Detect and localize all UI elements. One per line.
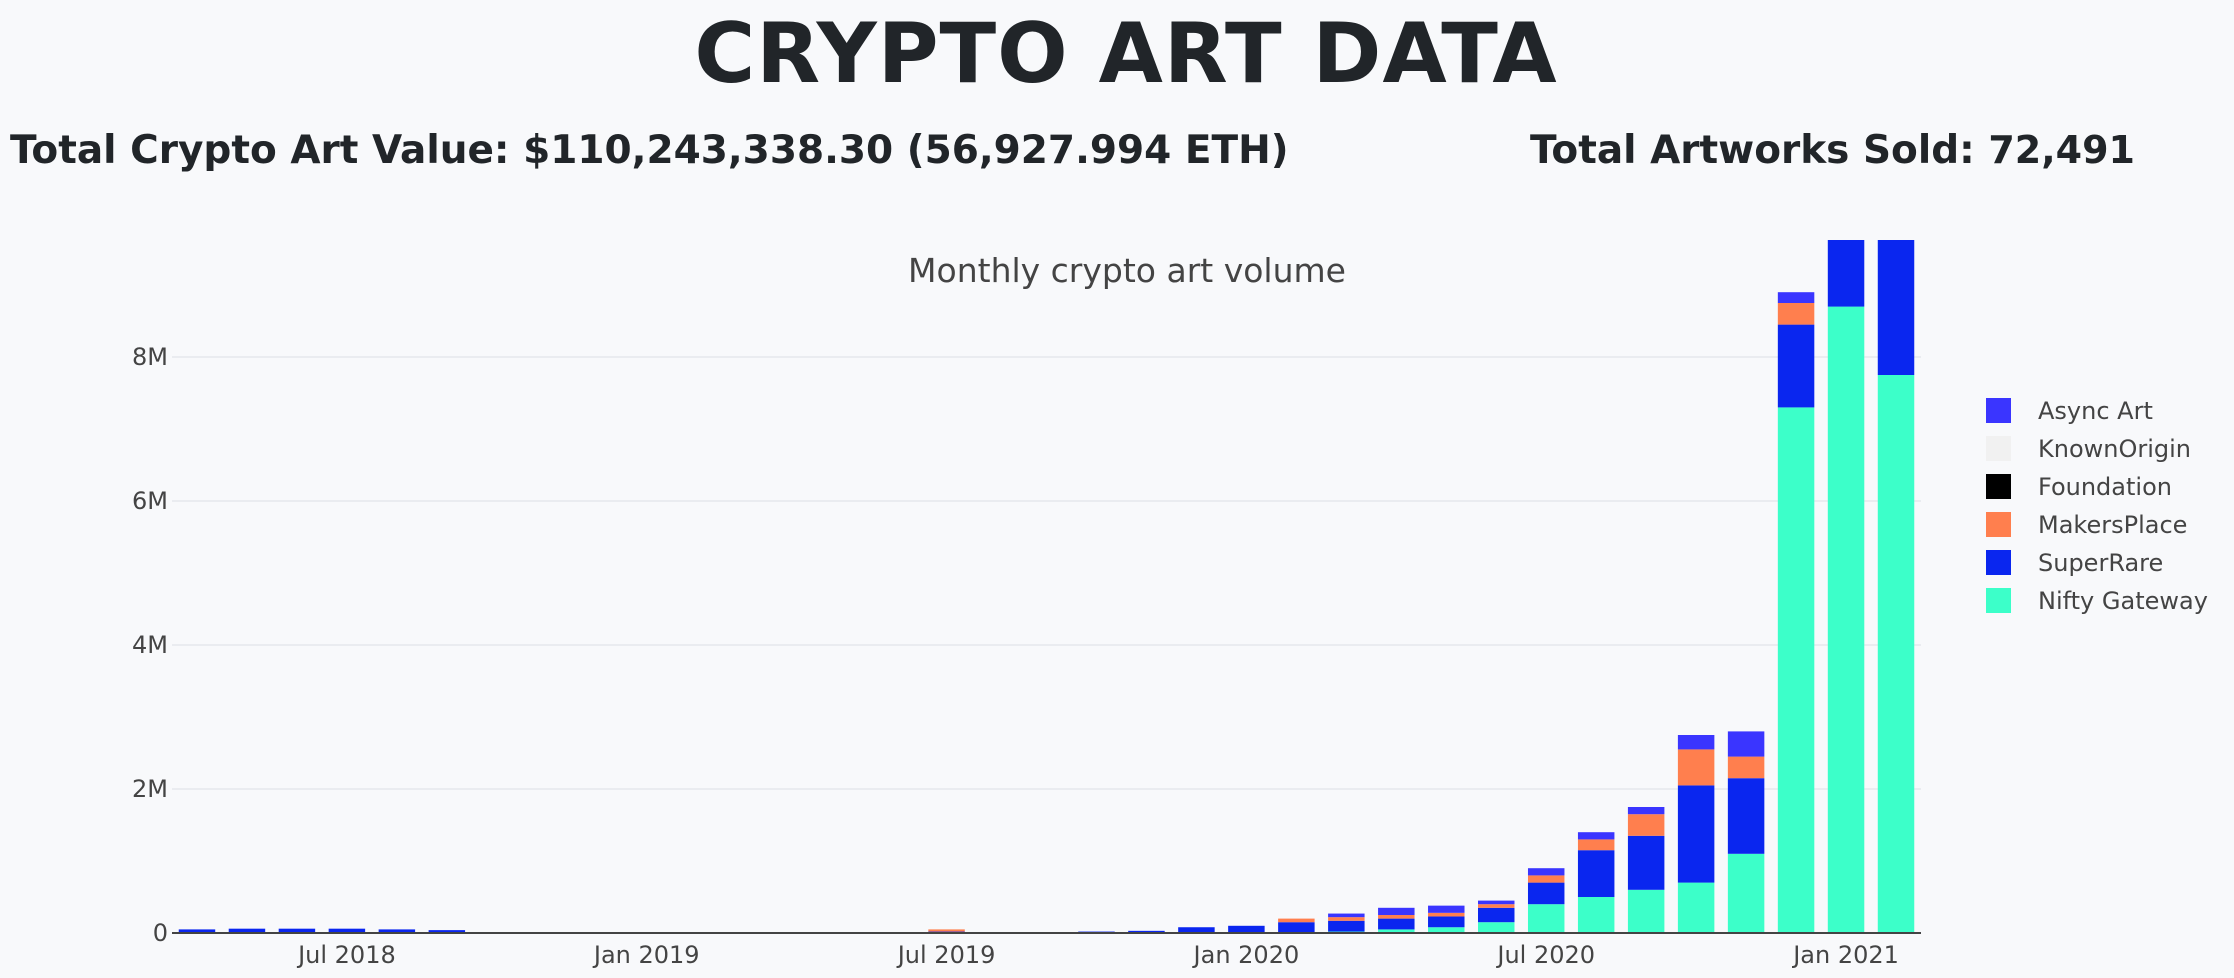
y-tick-label: 8M [132,343,168,371]
legend-swatch-foundation [1986,474,2011,499]
bar-superrare [228,928,266,933]
bar-nifty-gateway [1827,306,1865,934]
bar-makersplace [1577,839,1615,851]
legend-swatch-knownorigin [1986,436,2011,461]
legend-swatch-async-art [1986,398,2011,423]
bar-nifty-gateway [1727,853,1765,933]
bar-makersplace [1727,756,1765,779]
bar-async-art [1527,868,1565,876]
legend-label-makersplace: MakersPlace [2038,511,2187,539]
bar-superrare [1278,922,1315,933]
bar-superrare [428,930,466,933]
x-tick-label: Jul 2018 [296,941,396,969]
bar-async-art [1577,832,1615,840]
x-tick-label: Jul 2020 [1495,941,1595,969]
bar-superrare [1478,907,1515,923]
bar-async-art [1777,292,1815,303]
bar-makersplace [1627,814,1665,836]
legend: Async Art KnownOrigin Foundation MakersPlac… [1986,397,2208,615]
bar-async-art [1677,735,1715,750]
bar-superrare [1228,925,1265,933]
legend-swatch-makersplace [1986,512,2011,537]
bar-async-art [1727,731,1765,757]
legend-label-foundation: Foundation [2038,473,2172,501]
bar-async-art [1478,900,1515,905]
bar-nifty-gateway [1478,922,1515,933]
artworks-sold-label: Total Artworks Sold: [1530,128,1989,173]
x-tick-label: Jan 2020 [1192,941,1300,969]
legend-swatch-superrare [1986,550,2011,575]
bar-makersplace [1328,917,1365,921]
bar-makersplace [1527,875,1565,883]
total-value-stat: Total Crypto Art Value: $110,243,338.30 … [10,128,1289,175]
bar-superrare [1328,920,1365,932]
bar-nifty-gateway [1527,904,1565,933]
bar-nifty-gateway [1428,927,1465,933]
bars [178,240,1915,934]
bar-superrare [1527,882,1565,905]
bar-makersplace [1278,918,1315,923]
bar-async-art [1328,913,1365,918]
bar-superrare [1877,240,1915,375]
bar-makersplace [1378,915,1415,919]
legend-label-knownorigin: KnownOrigin [2038,435,2191,463]
bar-superrare [1577,850,1615,897]
bar-superrare [1777,324,1815,408]
page-title: CRYPTO ART DATA [694,5,1558,102]
legend-label-async-art: Async Art [2038,397,2153,425]
bar-async-art [1378,907,1415,915]
bar-nifty-gateway [1378,929,1415,933]
bar-superrare [1827,240,1865,307]
x-tick-label: Jan 2021 [1791,941,1899,969]
legend-swatch-nifty-gateway [1986,588,2011,613]
bar-superrare [1627,835,1665,890]
bar-nifty-gateway [1677,882,1715,933]
bar-superrare [278,928,316,933]
bar-async-art [1627,807,1665,815]
total-value-label: Total Crypto Art Value: [10,128,524,173]
bar-superrare [1727,778,1765,854]
bar-superrare [1428,916,1465,928]
bar-makersplace [1428,912,1465,917]
bar-superrare [1178,927,1215,933]
legend-label-superrare: SuperRare [2038,549,2163,577]
bar-superrare [178,929,216,933]
bar-nifty-gateway [1577,897,1615,933]
bar-makersplace [1677,749,1715,786]
bar-makersplace [1777,303,1815,325]
x-tick-label: Jul 2019 [896,941,996,969]
bar-makersplace [928,929,965,932]
bar-superrare [328,928,366,933]
bar-superrare [1378,918,1415,930]
bar-makersplace [1478,904,1515,908]
gridlines [172,356,1921,790]
artworks-sold-stat: Total Artworks Sold: 72,491 [1530,128,2135,175]
chart-title: Monthly crypto art volume [908,251,1346,290]
bar-nifty-gateway [1627,889,1665,933]
artworks-sold-count: 72,491 [1988,128,2135,172]
bar-superrare [378,929,416,933]
bar-superrare [1677,785,1715,883]
total-value-amount: $110,243,338.30 (56,927.994 ETH) [523,128,1289,173]
bar-nifty-gateway [1877,375,1915,933]
y-tick-label: 4M [132,631,168,659]
bar-async-art [1428,905,1465,913]
legend-label-nifty-gateway: Nifty Gateway [2038,587,2208,615]
y-tick-label: 6M [132,487,168,515]
y-tick-label: 2M [132,775,168,803]
monthly-volume-chart: Monthly crypto art volume 02M4M6M8M10M12… [132,240,2208,969]
y-tick-label: 0 [153,919,168,947]
bar-superrare [1128,930,1165,933]
bar-nifty-gateway [1777,407,1815,933]
x-tick-label: Jan 2019 [592,941,700,969]
